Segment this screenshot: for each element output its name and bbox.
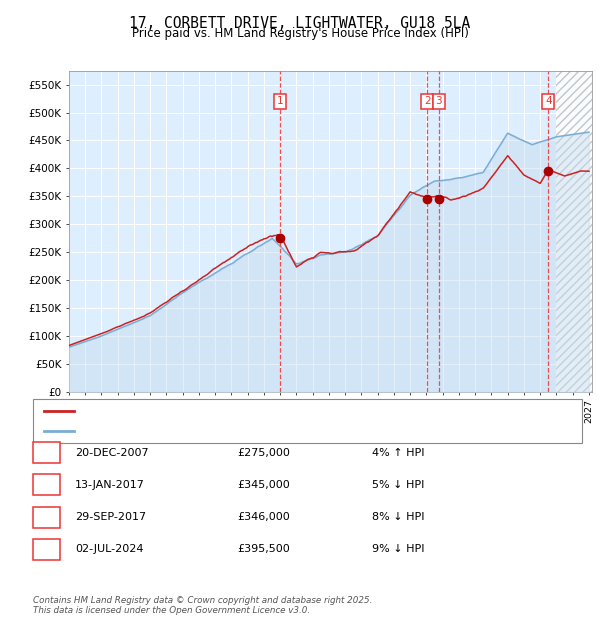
Text: 17, CORBETT DRIVE, LIGHTWATER, GU18 5LA: 17, CORBETT DRIVE, LIGHTWATER, GU18 5LA <box>130 16 470 31</box>
Text: 1: 1 <box>277 96 283 107</box>
Text: 17, CORBETT DRIVE, LIGHTWATER, GU18 5LA (semi-detached house): 17, CORBETT DRIVE, LIGHTWATER, GU18 5LA … <box>80 406 424 416</box>
Text: 5% ↓ HPI: 5% ↓ HPI <box>372 480 424 490</box>
Text: £395,500: £395,500 <box>237 544 290 554</box>
Text: 2: 2 <box>424 96 430 107</box>
Text: Price paid vs. HM Land Registry's House Price Index (HPI): Price paid vs. HM Land Registry's House … <box>131 27 469 40</box>
Text: 3: 3 <box>436 96 442 107</box>
Bar <box>556 71 597 392</box>
Text: 2: 2 <box>43 480 50 490</box>
Text: 1: 1 <box>43 448 50 458</box>
Text: £345,000: £345,000 <box>237 480 290 490</box>
Text: 20-DEC-2007: 20-DEC-2007 <box>75 448 149 458</box>
Text: 9% ↓ HPI: 9% ↓ HPI <box>372 544 425 554</box>
Text: 8% ↓ HPI: 8% ↓ HPI <box>372 512 425 522</box>
Text: £275,000: £275,000 <box>237 448 290 458</box>
Text: 13-JAN-2017: 13-JAN-2017 <box>75 480 145 490</box>
Text: 4: 4 <box>43 544 50 554</box>
Text: HPI: Average price, semi-detached house, Surrey Heath: HPI: Average price, semi-detached house,… <box>80 426 358 436</box>
Text: Contains HM Land Registry data © Crown copyright and database right 2025.
This d: Contains HM Land Registry data © Crown c… <box>33 596 373 615</box>
Text: 29-SEP-2017: 29-SEP-2017 <box>75 512 146 522</box>
Text: 02-JUL-2024: 02-JUL-2024 <box>75 544 143 554</box>
Text: 4: 4 <box>545 96 551 107</box>
Text: £346,000: £346,000 <box>237 512 290 522</box>
Text: 4% ↑ HPI: 4% ↑ HPI <box>372 448 425 458</box>
Text: 3: 3 <box>43 512 50 522</box>
